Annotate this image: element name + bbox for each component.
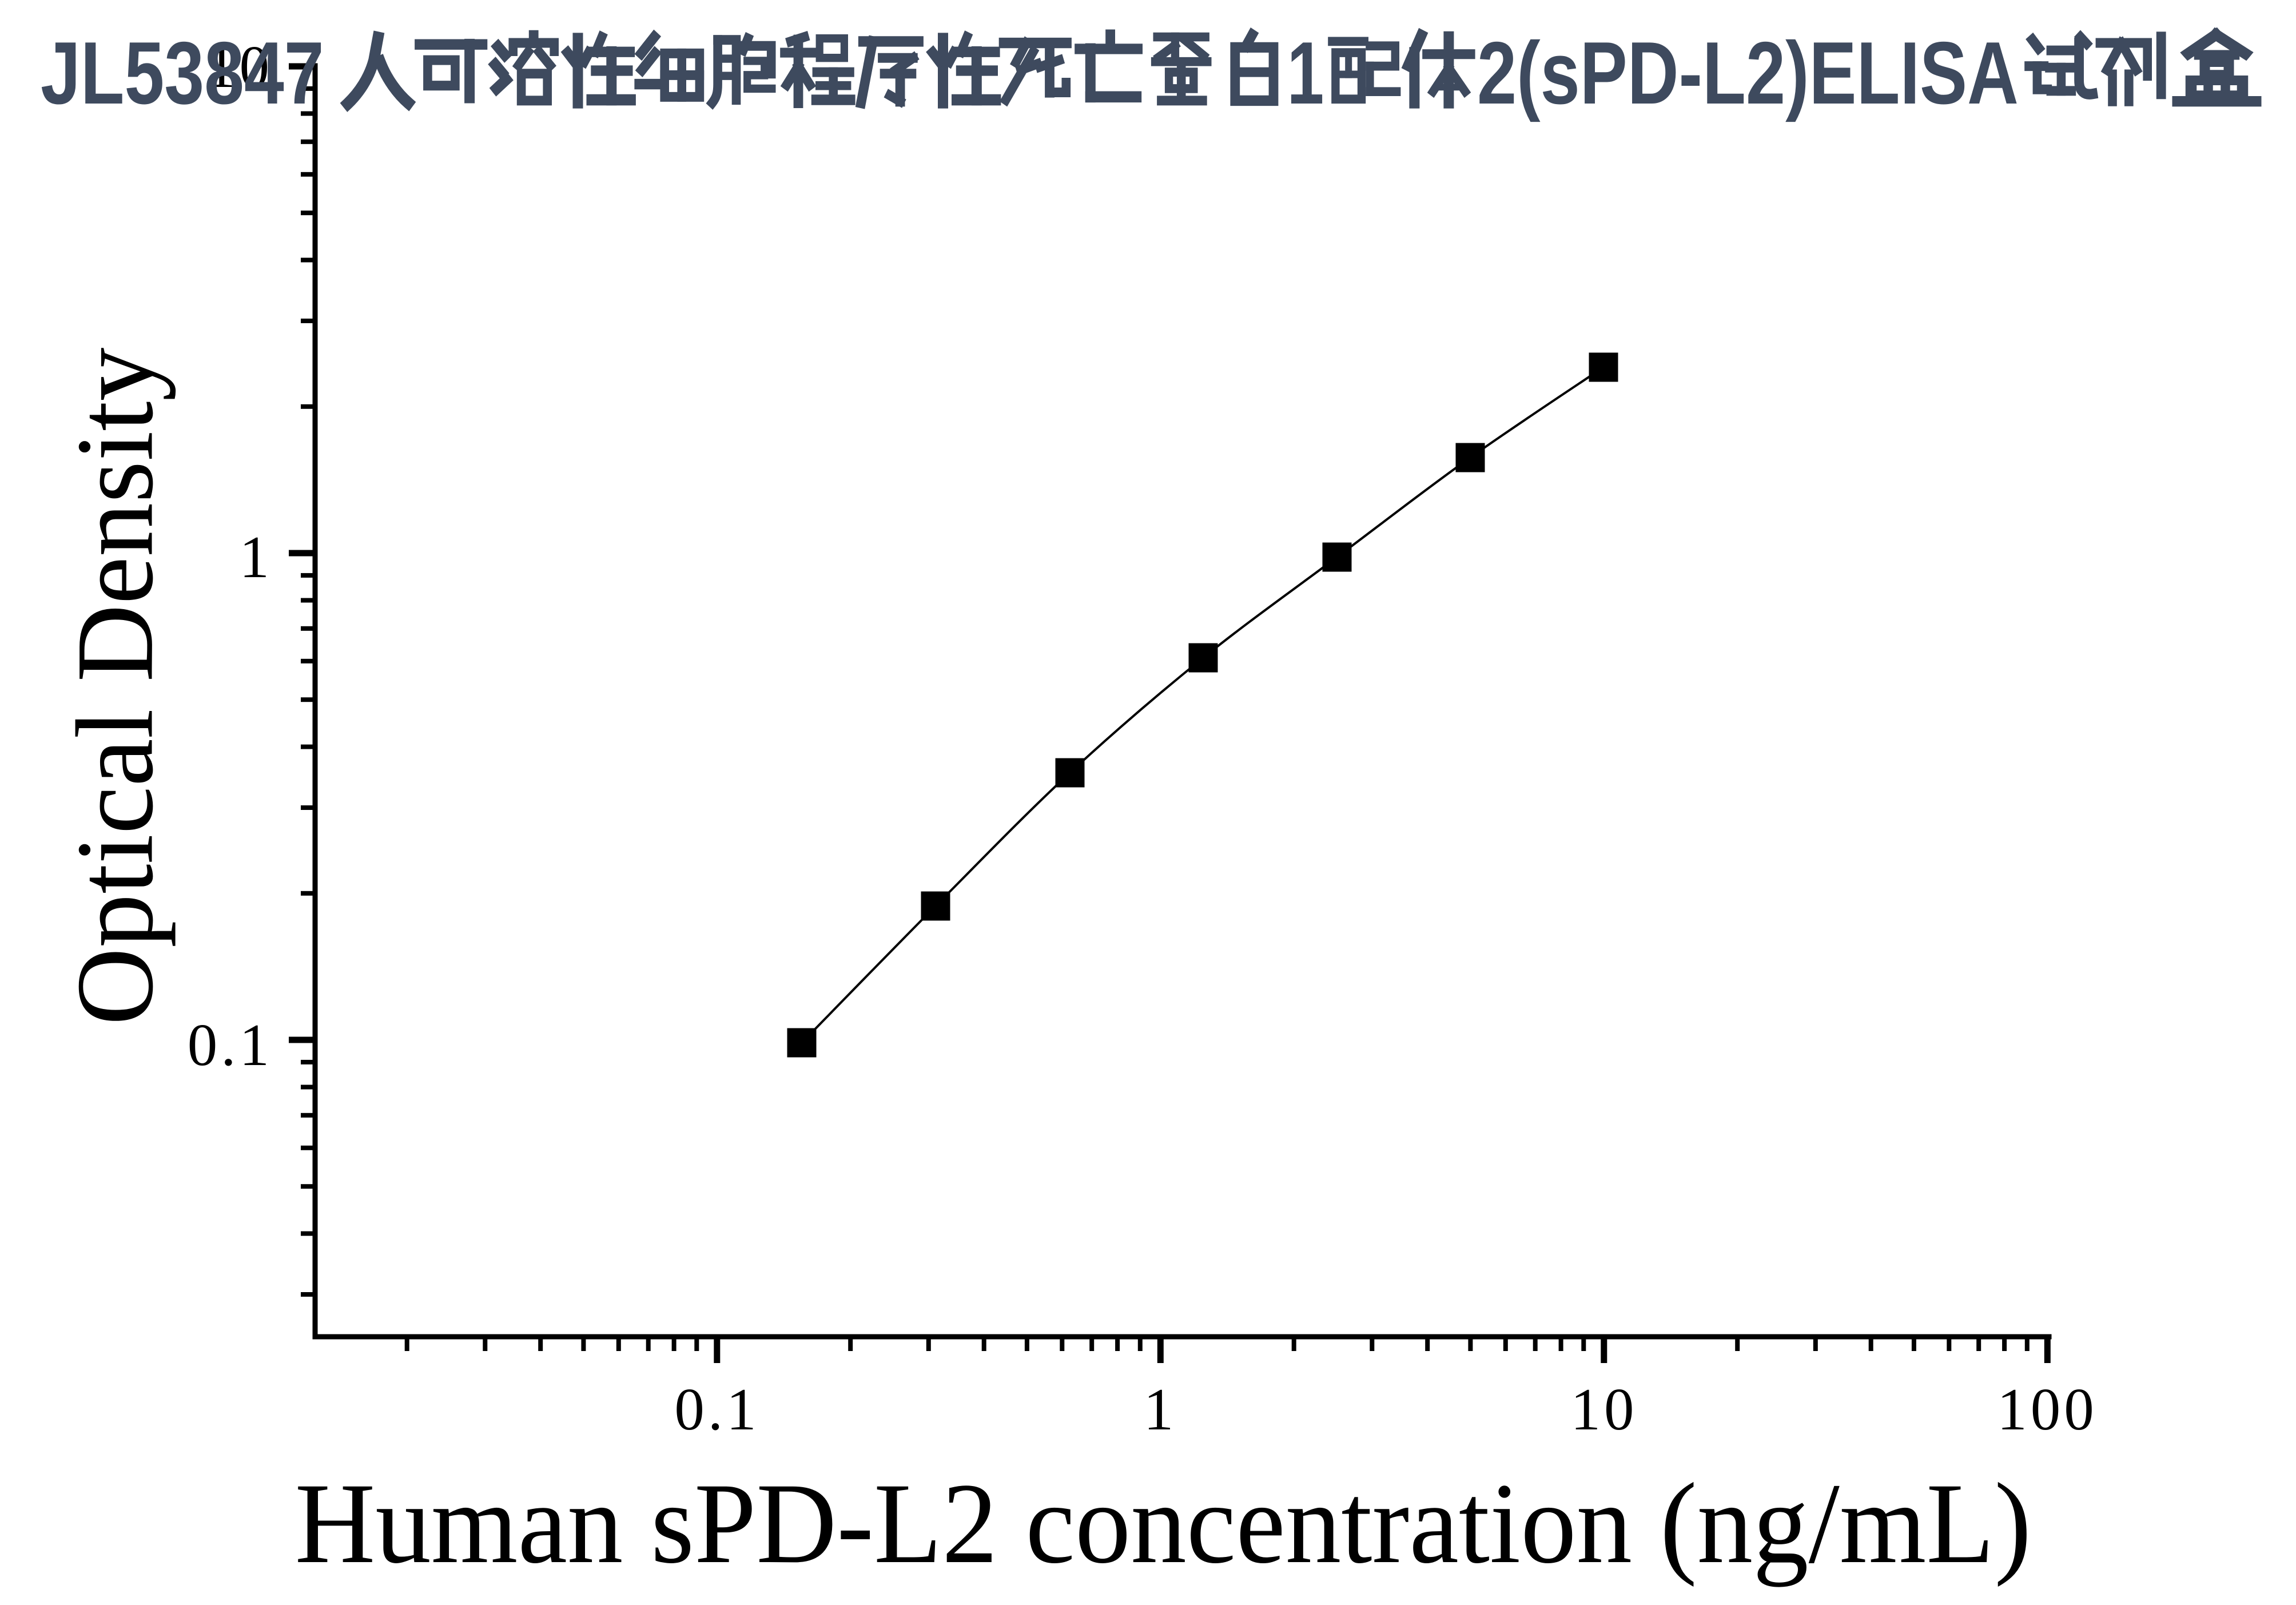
svg-text:1: 1 [240,523,273,590]
svg-text:2(sPD-L2)ELISA: 2(sPD-L2)ELISA [1477,23,2019,122]
svg-text:10: 10 [1571,1376,1638,1443]
svg-text:0.1: 0.1 [674,1376,759,1443]
svg-text:JL53847: JL53847 [41,23,324,122]
svg-text:10: 10 [206,33,273,100]
svg-text:Human sPD-L2 concentration (ng: Human sPD-L2 concentration (ng/mL) [295,1459,2032,1587]
svg-text:Optical Density: Optical Density [54,347,176,1025]
svg-text:1: 1 [1144,1376,1177,1443]
svg-text:100: 100 [1997,1376,2098,1443]
svg-text:0.1: 0.1 [188,1011,273,1078]
svg-text:1: 1 [1287,24,1324,123]
